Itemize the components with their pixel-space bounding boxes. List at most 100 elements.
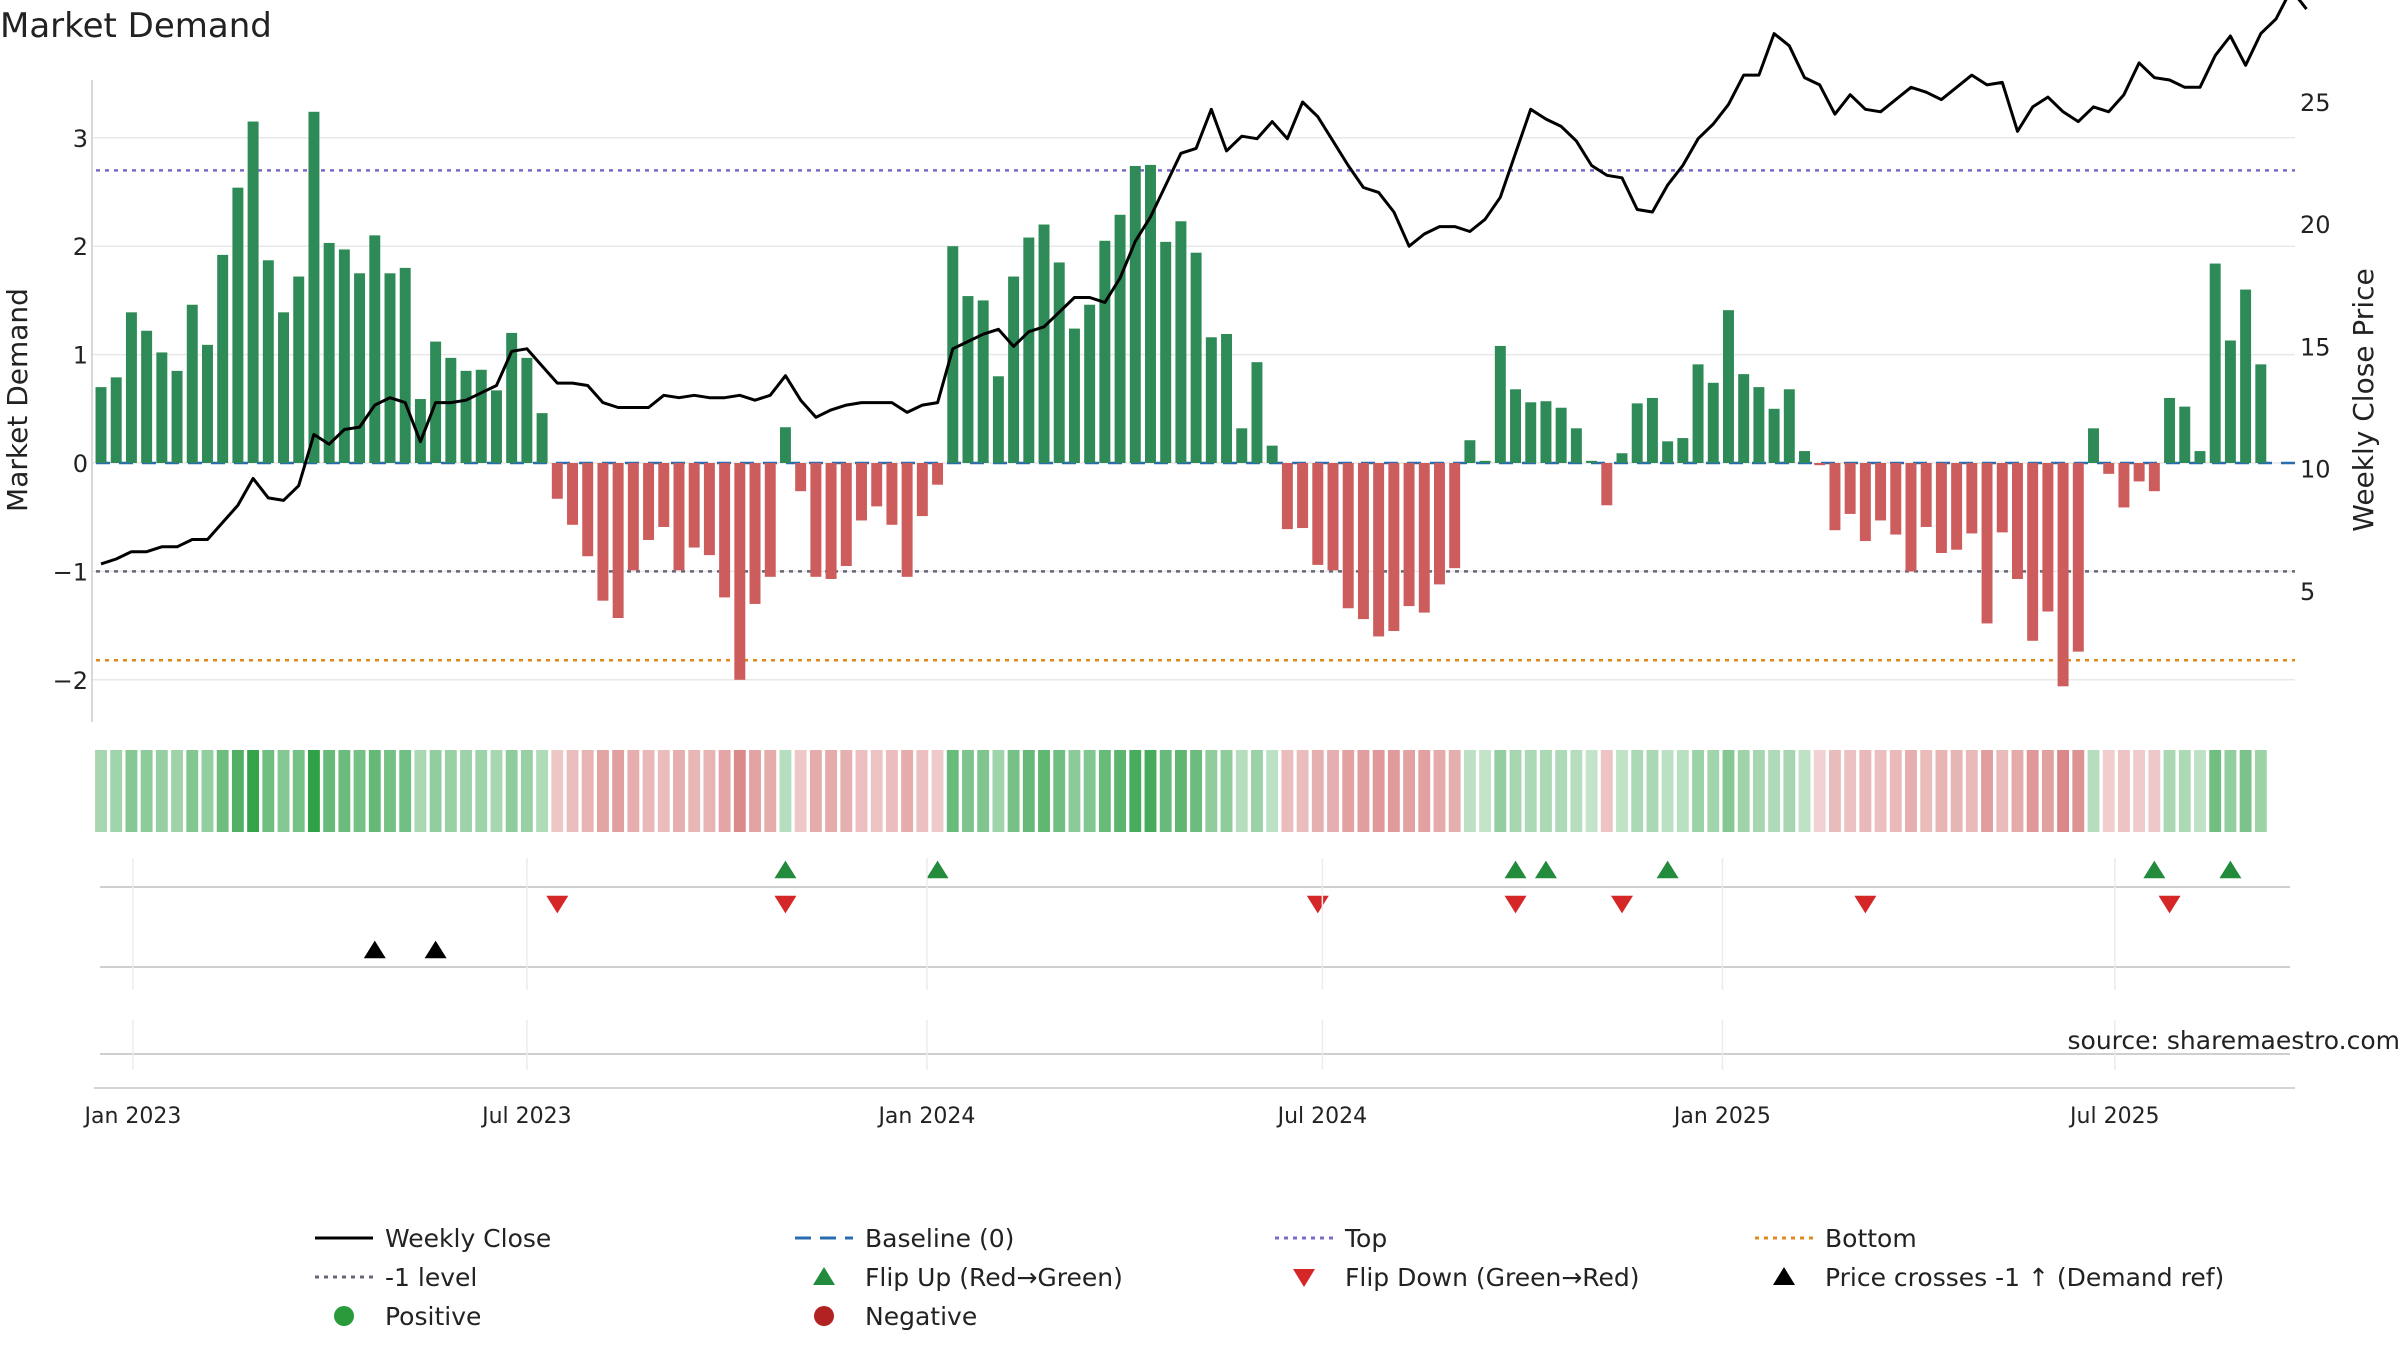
demand-bar-negative [871, 463, 883, 507]
x-axis-ticks: Jan 2023 Jul 2023 Jan 2024 Jul 2024 Jan 2025… [82, 858, 2160, 1129]
heat-cell [1327, 750, 1339, 832]
demand-bar-positive [338, 249, 350, 463]
heat-cell [505, 750, 518, 832]
heat-cell [1463, 750, 1476, 832]
heat-cell [1174, 750, 1187, 832]
heat-cell [1874, 750, 1887, 832]
price-cross-marker [363, 940, 386, 959]
heat-cell [1600, 750, 1613, 832]
heat-cell [1433, 750, 1446, 832]
demand-bar-negative [1951, 463, 1963, 550]
demand-bar-positive [1464, 440, 1476, 463]
left-axis-ticks: 3 2 1 0 −1 −2 [53, 125, 88, 695]
demand-bar-negative [856, 463, 867, 521]
legend-label: Bottom [1825, 1224, 1917, 1253]
heat-cell [794, 750, 807, 832]
heat-cell [1752, 750, 1765, 832]
heat-cell [1083, 750, 1096, 832]
heat-cell [490, 750, 503, 832]
heat-cell [1889, 750, 1902, 832]
demand-bar-positive [384, 273, 396, 463]
heat-cell [2057, 750, 2070, 832]
heat-cell [1540, 750, 1552, 832]
legend-item: Negative [814, 1302, 977, 1331]
heat-cell [1372, 750, 1385, 832]
heat-cell [1448, 750, 1461, 832]
demand-bar-positive [1205, 337, 1217, 463]
demand-bar-negative [1890, 463, 1902, 535]
demand-bar-negative [1981, 463, 1993, 624]
x-tick-label: Jul 2024 [1276, 1104, 1368, 1129]
heat-cell [2254, 750, 2267, 832]
heat-cell [2163, 750, 2176, 832]
demand-bar-negative [1966, 463, 1978, 534]
legend-label: Negative [865, 1302, 977, 1331]
demand-bar-negative [2118, 463, 2130, 508]
heat-cell [2102, 750, 2115, 832]
heat-cell [1311, 750, 1324, 832]
heat-cell [520, 750, 533, 832]
heat-cell [1981, 750, 1993, 832]
x-tick-label: Jan 2024 [876, 1104, 975, 1129]
heat-cell [110, 750, 123, 832]
demand-bar-positive [1677, 438, 1689, 463]
legend-item: Price crosses -1 ↑ (Demand ref) [1773, 1263, 2224, 1292]
demand-bar-positive [1707, 382, 1719, 463]
demand-bar-negative [1844, 463, 1856, 514]
heat-cell [627, 750, 640, 832]
heat-cell [1631, 750, 1644, 832]
demand-bar-positive [1068, 328, 1080, 463]
demand-bar-positive [490, 390, 502, 463]
demand-bar-positive [1692, 364, 1704, 463]
heat-cell [946, 750, 959, 832]
demand-bar-positive [110, 377, 122, 463]
event-markers [363, 860, 2242, 959]
flip-up-marker [1534, 860, 1557, 879]
demand-bar-positive [1586, 460, 1598, 463]
heat-cell [977, 750, 990, 832]
heat-cell [171, 750, 183, 832]
demand-bar-positive [141, 330, 153, 463]
flip-up-marker [2219, 860, 2242, 879]
demand-bar-positive [171, 370, 183, 463]
heat-cell [2011, 750, 2024, 832]
heat-cell [1235, 750, 1248, 832]
heat-cell [2148, 750, 2161, 832]
heat-cell [779, 750, 792, 832]
heat-cell [931, 750, 944, 832]
heat-cell [1205, 750, 1218, 832]
demand-bar-positive [475, 369, 487, 463]
demand-bar-negative [1829, 463, 1841, 531]
x-tick-label: Jan 2025 [1672, 1104, 1771, 1129]
demand-bar-negative [1920, 463, 1932, 527]
heat-cell [1965, 750, 1978, 832]
demand-bar-negative [840, 463, 852, 566]
heat-cell [125, 750, 138, 832]
heat-cell [1266, 750, 1279, 832]
demand-bar-positive [1738, 374, 1750, 463]
heat-cell [673, 750, 685, 832]
heat-cell [1737, 750, 1750, 832]
heat-cell [1859, 750, 1872, 832]
demand-bar-positive [125, 312, 137, 463]
demand-bar-positive [2164, 397, 2176, 463]
heat-cell [840, 750, 853, 832]
heat-cell [444, 750, 457, 832]
demand-bar-negative [551, 463, 563, 499]
right-tick-label: 10 [2300, 456, 2331, 484]
demand-bar-negative [643, 463, 655, 540]
heat-cell [308, 750, 320, 832]
demand-bar-negative [1996, 463, 2008, 533]
demand-bar-positive [1616, 453, 1628, 463]
heat-cell [216, 750, 229, 832]
heat-cell [536, 750, 549, 832]
demand-bar-positive [521, 357, 533, 463]
demand-bar-negative [749, 463, 761, 604]
heat-cell [1798, 750, 1811, 832]
demand-bar-negative [1403, 463, 1415, 607]
demand-bar-positive [323, 242, 335, 463]
heat-cell [338, 750, 351, 832]
demand-bar-negative [2057, 463, 2069, 687]
demand-bar-negative [1418, 463, 1430, 613]
legend-swatch [814, 1306, 834, 1326]
